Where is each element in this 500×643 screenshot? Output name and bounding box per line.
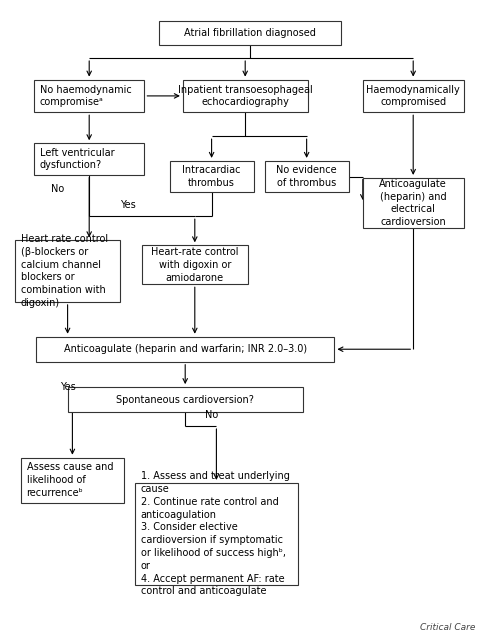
FancyBboxPatch shape xyxy=(36,337,334,362)
Text: Atrial fibrillation diagnosed: Atrial fibrillation diagnosed xyxy=(184,28,316,38)
FancyBboxPatch shape xyxy=(363,80,464,113)
Text: Yes: Yes xyxy=(60,382,76,392)
FancyBboxPatch shape xyxy=(135,483,298,585)
Text: Critical Care: Critical Care xyxy=(420,622,476,631)
Text: Heart-rate control
with digoxin or
amiodarone: Heart-rate control with digoxin or amiod… xyxy=(151,247,238,282)
Text: No: No xyxy=(52,183,64,194)
Text: No haemodynamic
compromiseᵃ: No haemodynamic compromiseᵃ xyxy=(40,84,132,107)
FancyBboxPatch shape xyxy=(159,21,341,45)
Text: 1. Assess and treat underlying
cause
2. Continue rate control and
anticoagulatio: 1. Assess and treat underlying cause 2. … xyxy=(140,471,290,597)
FancyBboxPatch shape xyxy=(170,161,254,192)
FancyBboxPatch shape xyxy=(142,245,248,284)
Text: Spontaneous cardioversion?: Spontaneous cardioversion? xyxy=(116,395,254,404)
Text: Heart rate control
(β-blockers or
calcium channel
blockers or
combination with
d: Heart rate control (β-blockers or calciu… xyxy=(20,234,108,308)
Text: Anticoagulate (heparin and warfarin; INR 2.0–3.0): Anticoagulate (heparin and warfarin; INR… xyxy=(64,344,307,354)
Text: Yes: Yes xyxy=(120,200,136,210)
FancyBboxPatch shape xyxy=(15,240,120,302)
FancyBboxPatch shape xyxy=(34,80,144,113)
Text: Anticoagulate
(heparin) and
electrical
cardioversion: Anticoagulate (heparin) and electrical c… xyxy=(380,179,447,227)
Text: No: No xyxy=(205,410,218,420)
Text: No evidence
of thrombus: No evidence of thrombus xyxy=(276,165,337,188)
Text: Haemodynamically
compromised: Haemodynamically compromised xyxy=(366,84,460,107)
FancyBboxPatch shape xyxy=(34,143,144,175)
FancyBboxPatch shape xyxy=(264,161,348,192)
FancyBboxPatch shape xyxy=(183,80,308,113)
Text: Left ventricular
dysfunction?: Left ventricular dysfunction? xyxy=(40,147,115,170)
Text: Inpatient transoesophageal
echocardiography: Inpatient transoesophageal echocardiogra… xyxy=(178,84,312,107)
FancyBboxPatch shape xyxy=(68,387,303,412)
Text: Intracardiac
thrombus: Intracardiac thrombus xyxy=(182,165,241,188)
Text: Assess cause and
likelihood of
recurrenceᵇ: Assess cause and likelihood of recurrenc… xyxy=(26,462,113,498)
FancyBboxPatch shape xyxy=(363,178,464,228)
FancyBboxPatch shape xyxy=(21,458,124,503)
